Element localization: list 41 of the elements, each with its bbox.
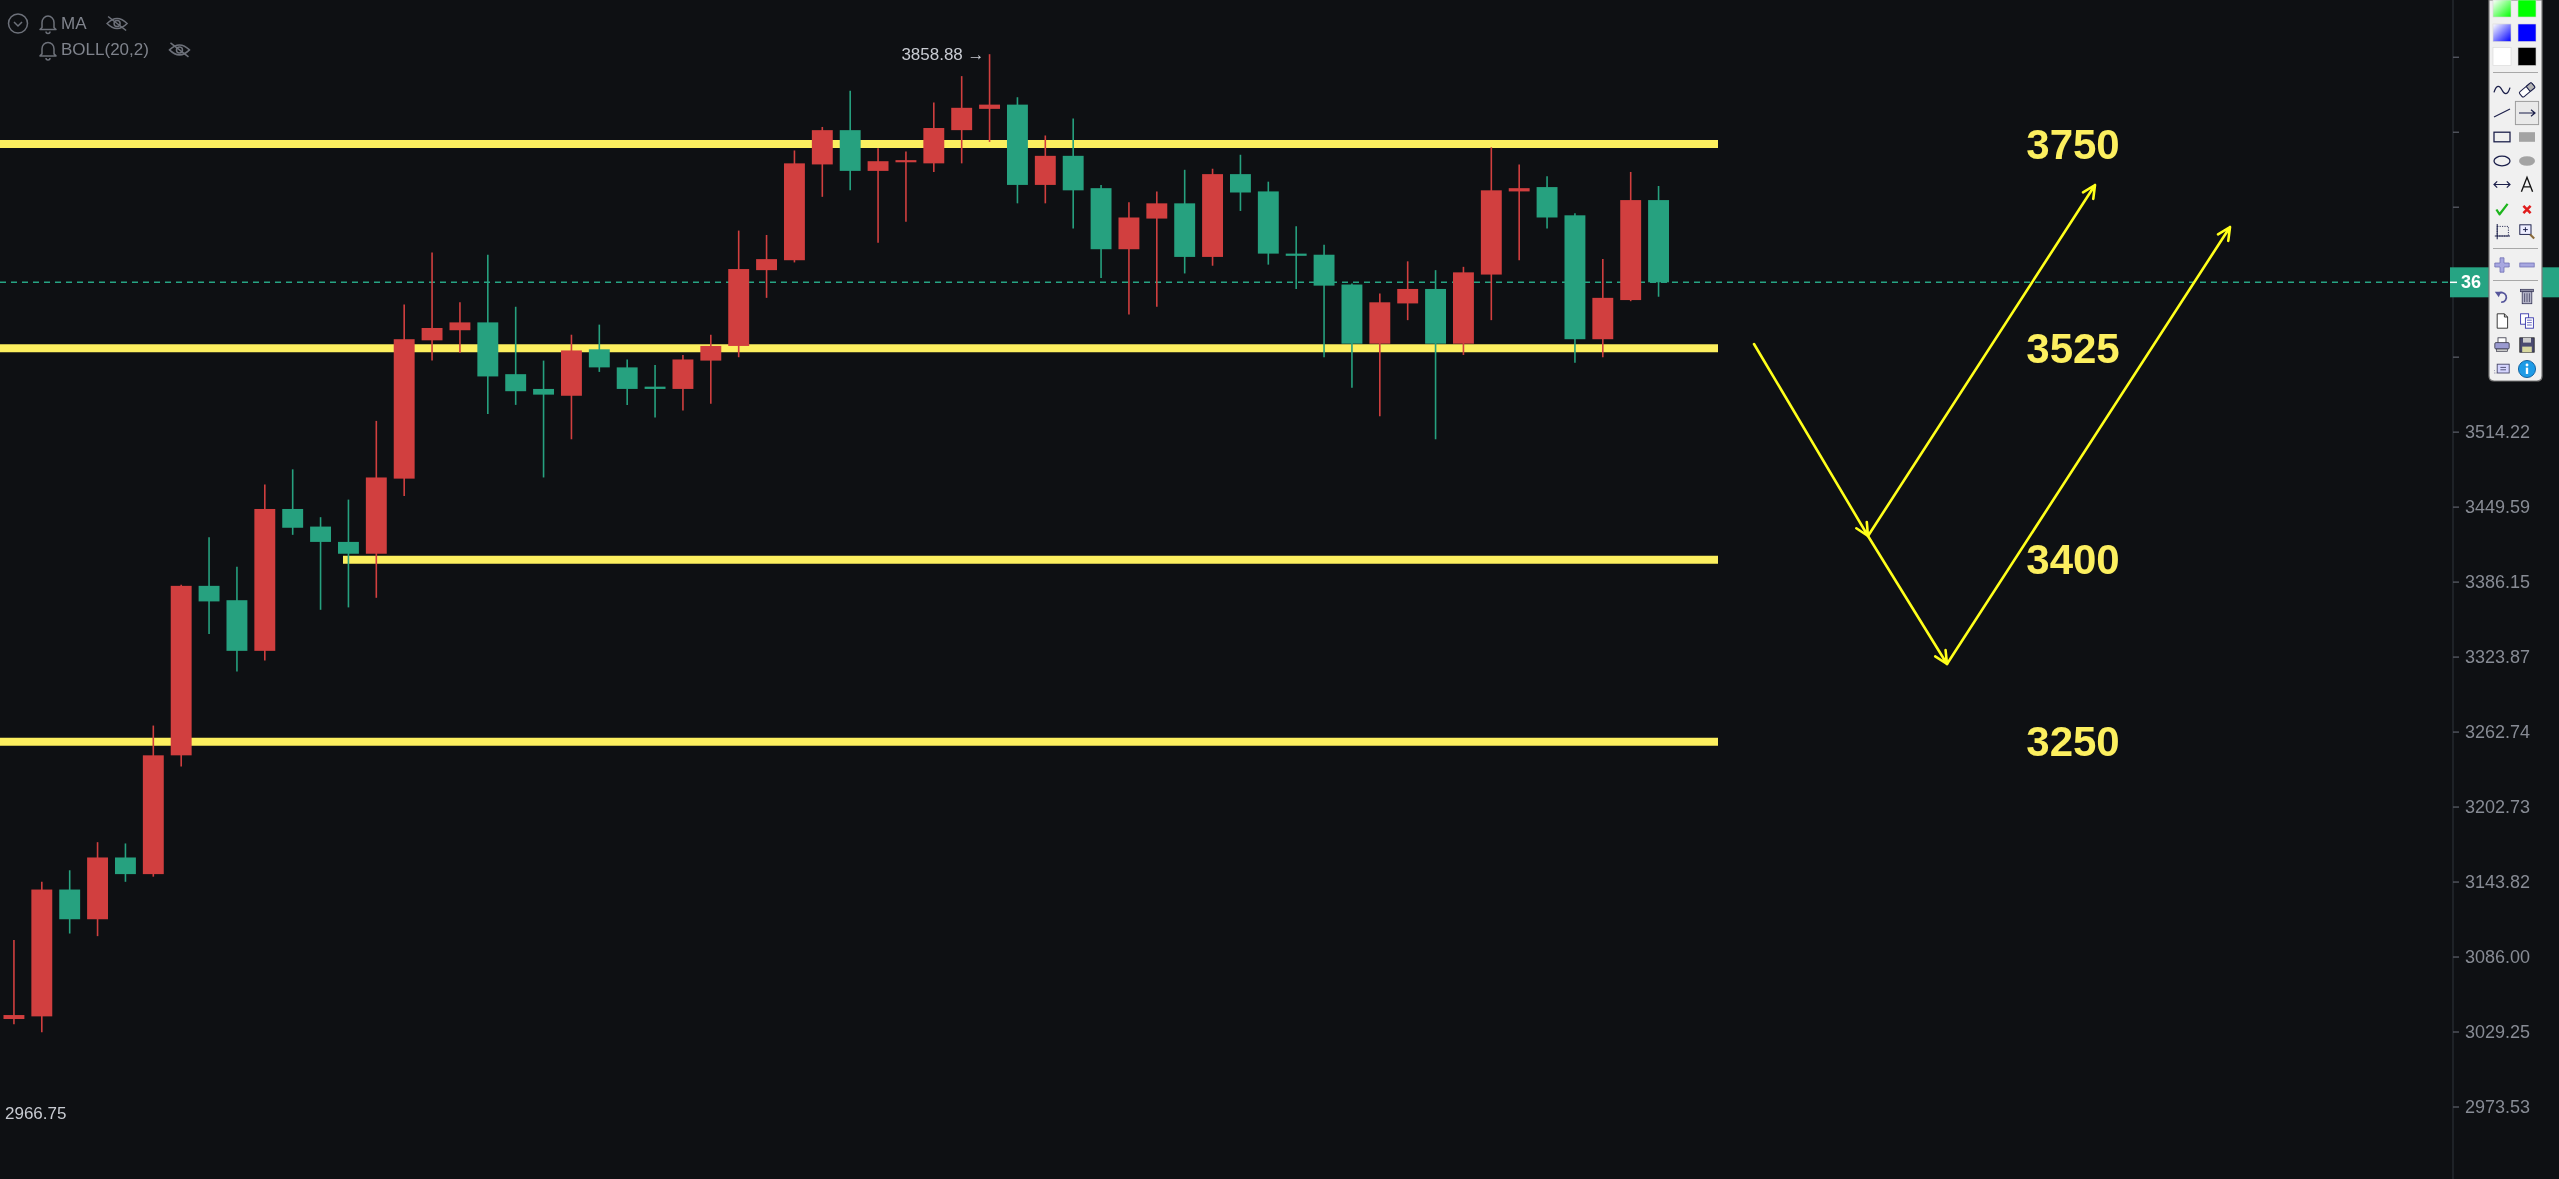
candlestick [588,323,610,373]
annotation: BOLL(20,2) [61,40,149,60]
candlestick [505,305,527,406]
candlestick [114,842,136,883]
candlestick [282,468,304,536]
annotation: 3525 [2026,324,2120,372]
annotation: 3750 [2026,120,2120,168]
y-tick-label: 3514.22 [2465,422,2531,443]
text: 36 [2461,272,2482,293]
annotation: 3250 [2026,718,2120,766]
candlestick [951,75,973,165]
annotation: 3400 [2026,536,2120,584]
candlestick [310,516,332,611]
candlestick [700,333,722,405]
candlestick [198,536,220,635]
y-tick-label: 3029.25 [2465,1022,2531,1043]
candlestick [867,147,889,244]
candlestick [421,251,443,362]
annotation: MA [61,14,88,33]
candlestick [337,498,359,609]
candlestick [895,150,917,223]
y-tick-label: 3086.00 [2465,947,2531,968]
candlestick [756,234,778,299]
y-tick-label: 3202.73 [2465,797,2531,818]
candlestick [1146,190,1168,308]
y-tick-label: 3386.15 [2465,572,2531,593]
candlestick [616,358,638,406]
annotation: 2966.75 [5,1103,67,1123]
y-tick-label: 3262.74 [2465,722,2531,743]
y-tick-label: 2973.53 [2465,1097,2531,1117]
y-tick-label: 3143.82 [2465,872,2531,893]
candlestick [3,939,25,1026]
candlestick [1397,260,1419,321]
candlestick [449,301,471,354]
candlestick [1508,163,1530,262]
candlestick [979,53,1001,143]
annotation: 3858.88 → [901,44,985,64]
candlestick [533,359,555,479]
candlestick [1229,153,1251,212]
y-tick-label: 3323.87 [2465,647,2531,668]
y-tick-label: 3449.59 [2465,497,2531,518]
